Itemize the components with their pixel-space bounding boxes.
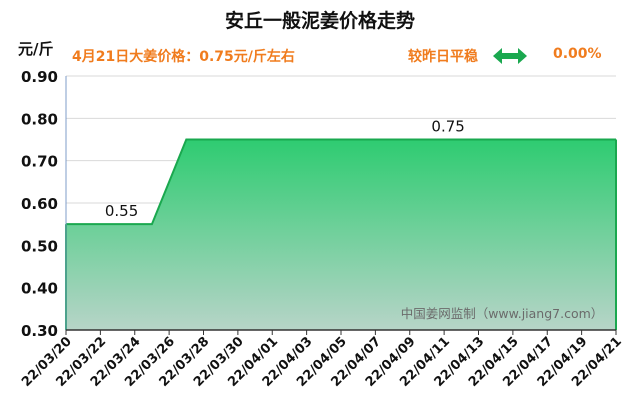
- y-tick-label: 0.40: [21, 280, 58, 298]
- data-label: 0.75: [431, 118, 464, 136]
- y-axis-unit: 元/斤: [18, 40, 54, 58]
- y-tick-label: 0.80: [21, 110, 58, 128]
- watermark: 中国姜网监制（www.jiang7.com）: [401, 306, 604, 321]
- chart-title: 安丘一般泥姜价格走势: [224, 10, 415, 32]
- double-arrow-icon: [493, 48, 527, 64]
- y-tick-label: 0.30: [21, 322, 58, 340]
- data-label: 0.55: [105, 202, 138, 220]
- compare-label: 较昨日平稳: [408, 49, 478, 65]
- y-tick-label: 0.60: [21, 195, 58, 213]
- price-area: [66, 139, 616, 330]
- price-line-series: [66, 138, 616, 226]
- y-tick-label: 0.50: [21, 237, 58, 255]
- y-tick-label: 0.70: [21, 153, 58, 171]
- y-tick-label: 0.90: [21, 68, 58, 86]
- change-percent: 0.00%: [553, 46, 602, 62]
- price-summary: 4月21日大姜价格：0.75元/斤左右: [72, 49, 295, 65]
